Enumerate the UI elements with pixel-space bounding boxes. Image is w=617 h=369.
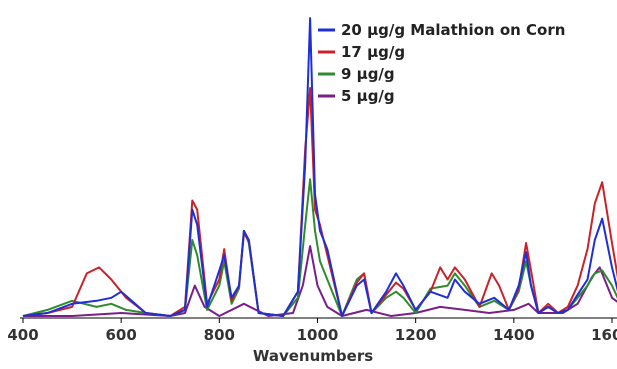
plot-area [22,17,617,317]
x-axis-title: Wavenumbers [253,347,373,365]
x-tick-label: 1400 [493,326,535,344]
series-line-2 [22,87,617,317]
legend-label: 9 µg/g [341,65,395,83]
x-tick-label: 800 [204,326,235,344]
legend-label: 17 µg/g [341,43,405,61]
x-tick-label: 600 [106,326,137,344]
x-tick-label: 400 [7,326,38,344]
legend: 20 µg/g Malathion on Corn 17 µg/g 9 µg/g 5 … [318,21,565,105]
legend-label: 20 µg/g Malathion on Corn [341,21,565,39]
legend-label: 5 µg/g [341,87,395,105]
x-tick-label: 1000 [297,326,339,344]
x-tick-label: 1600 [591,326,617,344]
series-line-1 [22,17,617,317]
x-tick-label: 1200 [395,326,437,344]
x-axis-ticks: 400 600 800 1000 1200 1400 1600 [7,318,617,344]
